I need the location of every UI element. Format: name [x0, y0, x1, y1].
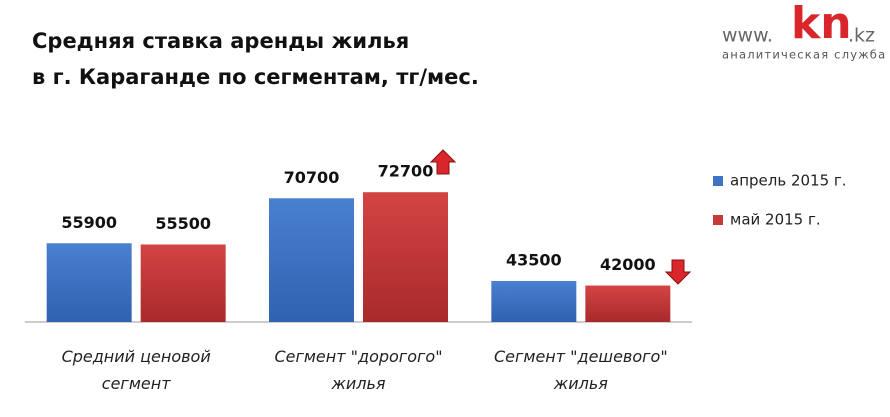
bar — [585, 285, 671, 322]
bar — [269, 198, 354, 322]
bar — [140, 244, 226, 322]
legend-swatch — [713, 176, 723, 186]
down-arrow — [664, 259, 692, 285]
x-tick-label: Сегмент "дешевого" жилья — [493, 347, 668, 393]
data-label: 72700 — [378, 162, 434, 181]
logo-prefix: www. — [722, 25, 773, 47]
data-label: 43500 — [506, 250, 562, 269]
logo-name: kn — [791, 0, 852, 49]
legend-label: май 2015 г. — [730, 211, 821, 229]
legend-label: апрель 2015 г. — [730, 172, 847, 190]
x-tick-label: Средний ценовой сегмент — [61, 347, 211, 393]
data-label: 55900 — [61, 213, 117, 232]
legend-swatch — [713, 215, 723, 225]
up-arrow — [429, 149, 457, 175]
bar — [363, 192, 448, 322]
bar — [46, 243, 132, 322]
chart-title: Средняя ставка аренды жилья — [32, 29, 409, 53]
x-tick-label: Сегмент "дорогого" жилья — [274, 347, 443, 393]
logo-suffix: .kz — [848, 25, 875, 47]
bar — [491, 280, 577, 322]
logo-tagline: аналитическая служба — [722, 48, 886, 62]
chart-title: в г. Караганде по сегментам, тг/мес. — [32, 65, 479, 89]
data-label: 70700 — [284, 168, 340, 187]
data-label: 55500 — [155, 214, 211, 233]
data-label: 42000 — [600, 255, 656, 274]
